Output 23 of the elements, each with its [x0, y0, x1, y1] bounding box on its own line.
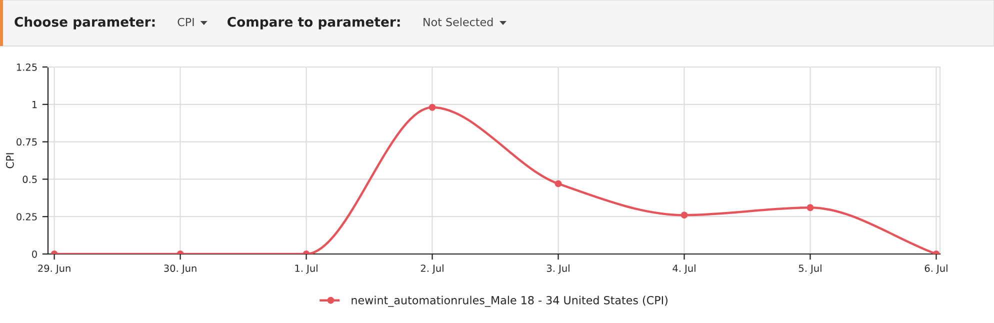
y-tick-label: 0.5 — [22, 176, 37, 184]
x-tick-label: 1. Jul — [295, 264, 318, 274]
x-tick-label: 30. Jun — [164, 264, 196, 274]
text: Not Selected — [424, 18, 493, 26]
x-tick-label: 6. Jul — [924, 264, 948, 274]
point — [554, 180, 562, 188]
y-tick-label: 1.25 — [17, 63, 37, 71]
y-tick-label: 0.75 — [16, 138, 37, 146]
text: CPI — [178, 18, 194, 26]
y-tick-label: 0 — [32, 250, 37, 258]
x-tick-label: 29. Jun — [38, 264, 70, 274]
text: Compare to parameter: — [228, 16, 400, 30]
x-tick-label: 3. Jul — [546, 264, 570, 274]
x-tick-label: 4. Jul — [672, 264, 696, 274]
x-tick-label: 2. Jul — [420, 264, 444, 274]
y-tick-label: 1 — [32, 101, 37, 108]
legend-label: newint_automationrules_Male 18 - 34 United States (CPI) — [352, 296, 668, 307]
y-tick-label: 0.25 — [16, 213, 37, 220]
x-tick-label: 5. Jul — [798, 264, 822, 274]
point — [806, 204, 814, 212]
point — [680, 212, 688, 219]
text: Choose parameter: — [14, 16, 155, 30]
y-axis-title: CPI — [6, 153, 14, 168]
